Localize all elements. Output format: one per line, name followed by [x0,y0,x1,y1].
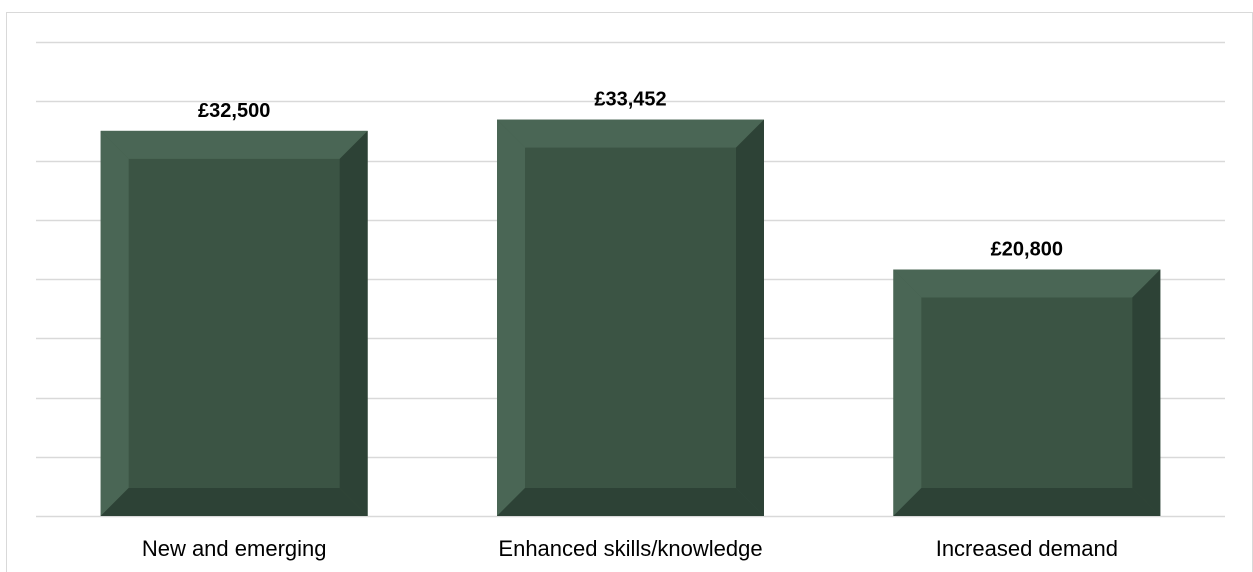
bar-bevel-bottom [100,488,368,516]
value-label: £32,500 [198,100,270,122]
category-label: Increased demand [936,536,1118,561]
bar-bevel-left [497,119,525,516]
bar [100,130,368,516]
bars [100,119,1161,516]
bar-bevel-left [893,269,922,516]
bar-bevel-top [497,119,764,148]
bar-bevel-bottom [497,488,764,516]
bar-bevel-top [893,269,1161,298]
value-label: £33,452 [594,89,666,111]
bar [893,269,1161,516]
bar-bevel-right [339,130,368,516]
bar-bevel-left [100,130,129,516]
category-label: Enhanced skills/knowledge [498,536,762,561]
value-label: £20,800 [991,239,1063,261]
bar-body [497,119,764,516]
bar-bevel-bottom [893,488,1161,516]
bar-bevel-right [1132,269,1161,516]
bar-body [893,269,1161,516]
bar-bevel-top [100,130,368,159]
category-labels: New and emerging Enhanced skills/knowledg… [142,536,1118,561]
bar-bevel-right [736,119,764,516]
bar [497,119,764,516]
bar-body [100,130,368,516]
value-labels: £32,500 £33,452 £20,800 [198,89,1063,261]
category-label: New and emerging [142,536,327,561]
